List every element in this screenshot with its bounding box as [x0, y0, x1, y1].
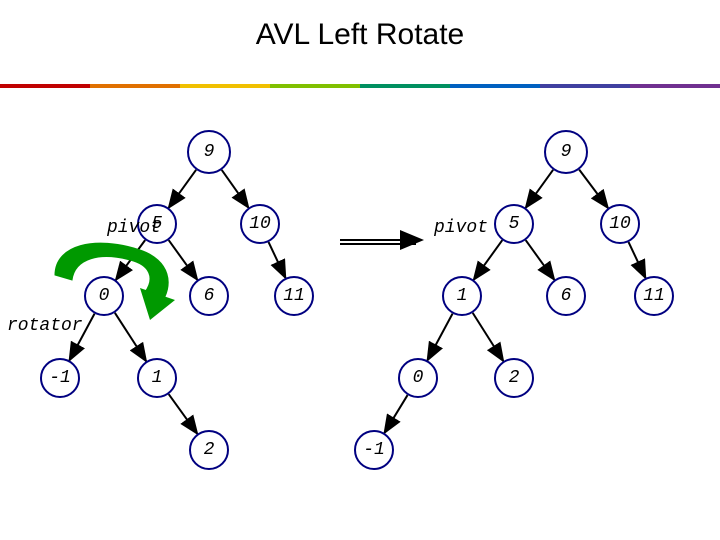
tree-edge — [473, 313, 504, 361]
diagram-canvas: 95100611-1129510161102-1pivotrotatorpivo… — [0, 0, 720, 540]
tree-edge — [169, 394, 198, 434]
tree-edge — [427, 314, 452, 361]
tree-edge — [222, 170, 249, 208]
tree-node: 11 — [274, 276, 314, 316]
tree-node: 0 — [84, 276, 124, 316]
tree-node: -1 — [40, 358, 80, 398]
tree-edge — [474, 240, 503, 280]
tree-node: 10 — [600, 204, 640, 244]
tree-node: 10 — [240, 204, 280, 244]
tree-edge — [269, 242, 286, 278]
tree-node: 2 — [494, 358, 534, 398]
tree-edge — [526, 170, 553, 208]
tree-node: 11 — [634, 276, 674, 316]
tree-node: 1 — [137, 358, 177, 398]
tree-edge — [169, 240, 198, 280]
tree-edge — [116, 240, 145, 280]
tree-node: 6 — [546, 276, 586, 316]
tree-edge — [169, 170, 196, 208]
tree-node: 9 — [187, 130, 231, 174]
annotation-label: rotator — [7, 316, 83, 336]
annotation-label: pivot — [107, 218, 161, 238]
tree-node: 5 — [494, 204, 534, 244]
tree-edge — [115, 313, 146, 361]
tree-edge — [579, 170, 608, 208]
tree-node: 2 — [189, 430, 229, 470]
tree-edge — [384, 395, 407, 433]
tree-edge — [526, 240, 555, 280]
annotation-label: pivot — [434, 218, 488, 238]
tree-edge — [629, 242, 646, 278]
tree-node: 1 — [442, 276, 482, 316]
tree-node: -1 — [354, 430, 394, 470]
tree-node: 9 — [544, 130, 588, 174]
tree-node: 6 — [189, 276, 229, 316]
tree-node: 0 — [398, 358, 438, 398]
